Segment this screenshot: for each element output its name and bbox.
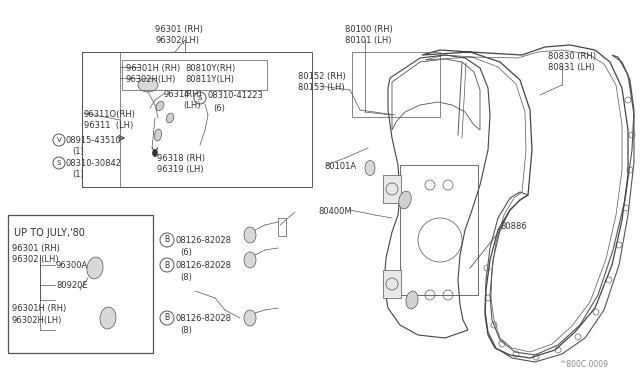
Text: 96318 (RH): 96318 (RH) — [157, 154, 205, 163]
Text: (8): (8) — [180, 326, 192, 335]
Bar — [82, 52, 312, 187]
Text: (6): (6) — [180, 248, 192, 257]
Ellipse shape — [87, 257, 103, 279]
Text: 80153 (LH): 80153 (LH) — [298, 83, 344, 92]
Text: V: V — [56, 137, 61, 143]
Text: 80152 (RH): 80152 (RH) — [298, 72, 346, 81]
Text: 96300A: 96300A — [56, 261, 88, 270]
Text: (1): (1) — [72, 147, 84, 156]
Ellipse shape — [166, 113, 173, 123]
Bar — [278, 218, 286, 236]
Ellipse shape — [406, 291, 418, 309]
Text: 96311  (LH): 96311 (LH) — [84, 121, 133, 130]
Ellipse shape — [244, 310, 256, 326]
Text: 80400M: 80400M — [318, 207, 351, 216]
Bar — [400, 165, 478, 295]
Text: B: B — [164, 235, 170, 244]
Text: S: S — [198, 95, 202, 101]
Ellipse shape — [154, 129, 162, 141]
Ellipse shape — [152, 150, 157, 157]
Ellipse shape — [156, 101, 164, 111]
Text: 80920E: 80920E — [56, 281, 88, 290]
Text: 80831 (LH): 80831 (LH) — [548, 63, 595, 72]
Text: 96311O(RH): 96311O(RH) — [84, 110, 136, 119]
Text: 08915-43510: 08915-43510 — [66, 136, 122, 145]
Bar — [383, 175, 401, 203]
Text: 96301 (RH): 96301 (RH) — [155, 25, 203, 34]
Ellipse shape — [399, 191, 412, 209]
Text: 80811Y(LH): 80811Y(LH) — [185, 75, 234, 84]
Ellipse shape — [365, 160, 375, 176]
Bar — [122, 60, 267, 90]
Text: 80101 (LH): 80101 (LH) — [345, 36, 392, 45]
Text: (6): (6) — [213, 104, 225, 113]
Text: 08126-82028: 08126-82028 — [175, 314, 231, 323]
Text: 96301H (RH): 96301H (RH) — [126, 64, 180, 73]
Text: 80100 (RH): 80100 (RH) — [345, 25, 393, 34]
Text: (LH): (LH) — [183, 101, 200, 110]
Text: 96301H (RH): 96301H (RH) — [12, 304, 67, 313]
Text: 96302(LH): 96302(LH) — [155, 36, 199, 45]
Text: ^800C 0009: ^800C 0009 — [560, 360, 608, 369]
Text: 96302H(LH): 96302H(LH) — [126, 75, 177, 84]
Text: 96314: 96314 — [163, 90, 189, 99]
Text: B: B — [164, 314, 170, 323]
Bar — [8, 215, 153, 353]
Text: (8): (8) — [180, 273, 192, 282]
Text: 08310-30842: 08310-30842 — [66, 159, 122, 168]
Text: (RH): (RH) — [183, 90, 202, 99]
Text: 08126-82028: 08126-82028 — [175, 236, 231, 245]
Text: 96302 (LH): 96302 (LH) — [12, 255, 59, 264]
Text: 80830 (RH): 80830 (RH) — [548, 52, 596, 61]
Text: UP TO JULY,'80: UP TO JULY,'80 — [14, 228, 85, 238]
Text: 96302H(LH): 96302H(LH) — [12, 316, 62, 325]
Text: S: S — [57, 160, 61, 166]
Text: 96319 (LH): 96319 (LH) — [157, 165, 204, 174]
Text: B: B — [164, 260, 170, 269]
Text: (1): (1) — [72, 170, 84, 179]
Bar — [352, 52, 440, 117]
Text: 80886: 80886 — [500, 222, 527, 231]
Text: 08126-82028: 08126-82028 — [175, 261, 231, 270]
Ellipse shape — [138, 78, 158, 92]
Text: 80101A: 80101A — [324, 162, 356, 171]
Text: 96301 (RH): 96301 (RH) — [12, 244, 60, 253]
Text: 08310-41223: 08310-41223 — [207, 91, 263, 100]
Ellipse shape — [100, 307, 116, 329]
Bar — [383, 270, 401, 298]
Text: 80810Y(RH): 80810Y(RH) — [185, 64, 236, 73]
Ellipse shape — [244, 252, 256, 268]
Ellipse shape — [244, 227, 256, 243]
